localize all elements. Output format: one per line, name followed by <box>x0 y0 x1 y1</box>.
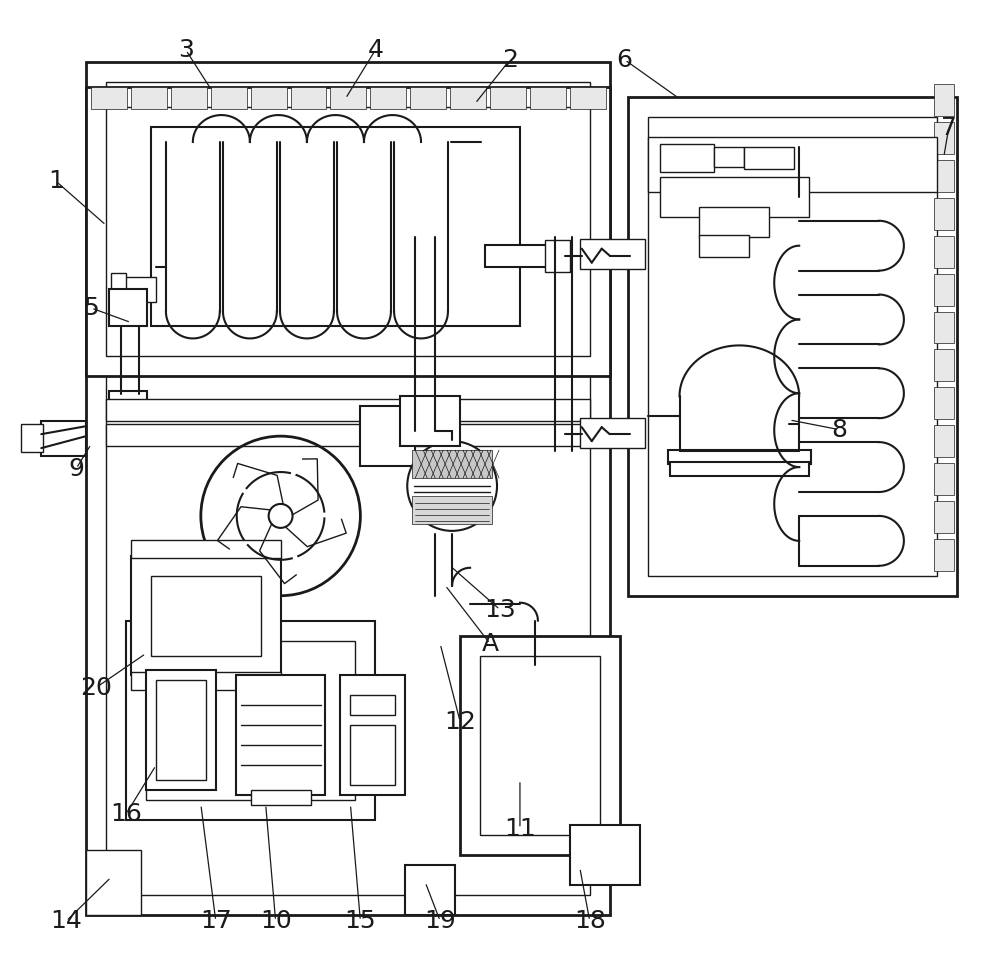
Bar <box>570 825 640 885</box>
Bar <box>91 87 127 109</box>
Bar <box>370 87 406 109</box>
Bar <box>412 450 492 478</box>
Bar <box>934 349 954 382</box>
Bar <box>106 399 590 422</box>
Bar <box>934 84 954 116</box>
Bar <box>628 98 957 595</box>
Bar <box>490 87 526 109</box>
Bar <box>530 87 566 109</box>
Bar <box>450 87 486 109</box>
Bar <box>236 675 325 795</box>
Bar <box>146 671 216 791</box>
Bar <box>648 137 937 192</box>
Bar <box>21 425 43 452</box>
Bar <box>400 396 460 446</box>
Bar <box>410 87 446 109</box>
Bar <box>106 425 590 446</box>
Bar <box>111 272 126 305</box>
Bar <box>934 160 954 192</box>
Bar <box>934 311 954 344</box>
Bar <box>412 496 492 524</box>
Text: 5: 5 <box>83 296 99 320</box>
Bar <box>156 680 206 780</box>
Bar <box>109 391 147 416</box>
Bar <box>106 82 590 895</box>
Bar <box>151 127 520 326</box>
Bar <box>330 87 366 109</box>
Bar <box>106 107 590 356</box>
Bar <box>251 87 287 109</box>
Text: 18: 18 <box>574 909 606 933</box>
Text: 11: 11 <box>504 817 536 840</box>
Bar <box>934 122 954 154</box>
Bar <box>131 555 281 675</box>
Bar <box>109 289 147 326</box>
Bar <box>934 236 954 267</box>
Bar <box>131 540 281 558</box>
Bar <box>131 672 281 690</box>
Circle shape <box>407 441 497 531</box>
Bar <box>211 87 247 109</box>
Bar <box>714 147 744 167</box>
Text: 1: 1 <box>48 170 64 193</box>
Bar <box>934 198 954 229</box>
Bar <box>146 640 355 800</box>
Text: A: A <box>481 631 499 656</box>
Bar <box>699 207 769 237</box>
Bar <box>41 422 86 456</box>
Bar <box>744 147 794 169</box>
Bar <box>660 144 714 172</box>
Bar <box>350 696 395 715</box>
Bar <box>86 850 141 915</box>
Text: 2: 2 <box>502 48 518 72</box>
Bar <box>405 865 455 915</box>
Bar <box>660 177 809 217</box>
Bar <box>545 240 570 271</box>
Bar <box>934 463 954 495</box>
Bar <box>699 234 749 257</box>
Text: 4: 4 <box>367 38 383 62</box>
Bar <box>291 87 326 109</box>
Bar <box>934 387 954 420</box>
Text: 14: 14 <box>50 909 82 933</box>
Text: 12: 12 <box>444 710 476 734</box>
Bar <box>580 239 645 268</box>
Bar <box>480 656 600 835</box>
Bar <box>648 117 937 576</box>
Text: 13: 13 <box>484 597 516 622</box>
Bar <box>485 245 565 266</box>
Bar <box>350 725 395 785</box>
Bar <box>151 576 261 656</box>
Bar <box>171 87 207 109</box>
Bar <box>121 276 156 302</box>
Text: 19: 19 <box>424 909 456 933</box>
Text: 7: 7 <box>941 116 957 140</box>
Bar <box>934 273 954 305</box>
Bar <box>570 87 606 109</box>
Text: 6: 6 <box>617 48 633 72</box>
Bar <box>670 462 809 476</box>
Bar <box>131 87 167 109</box>
Text: 8: 8 <box>831 418 847 441</box>
Bar <box>340 675 405 795</box>
Bar <box>934 539 954 571</box>
Bar <box>86 87 610 377</box>
Bar <box>934 501 954 533</box>
Bar <box>580 418 645 448</box>
Bar <box>668 450 811 464</box>
Text: 17: 17 <box>200 909 232 933</box>
Text: 15: 15 <box>345 909 376 933</box>
Text: 10: 10 <box>260 909 292 933</box>
Text: 3: 3 <box>178 38 194 62</box>
Bar <box>934 426 954 457</box>
Bar <box>460 635 620 855</box>
Bar <box>86 62 610 915</box>
Text: 9: 9 <box>68 457 84 480</box>
Bar <box>360 406 415 467</box>
Text: 20: 20 <box>80 675 112 700</box>
Bar <box>251 791 311 805</box>
Text: 16: 16 <box>110 802 142 826</box>
Bar <box>126 621 375 820</box>
